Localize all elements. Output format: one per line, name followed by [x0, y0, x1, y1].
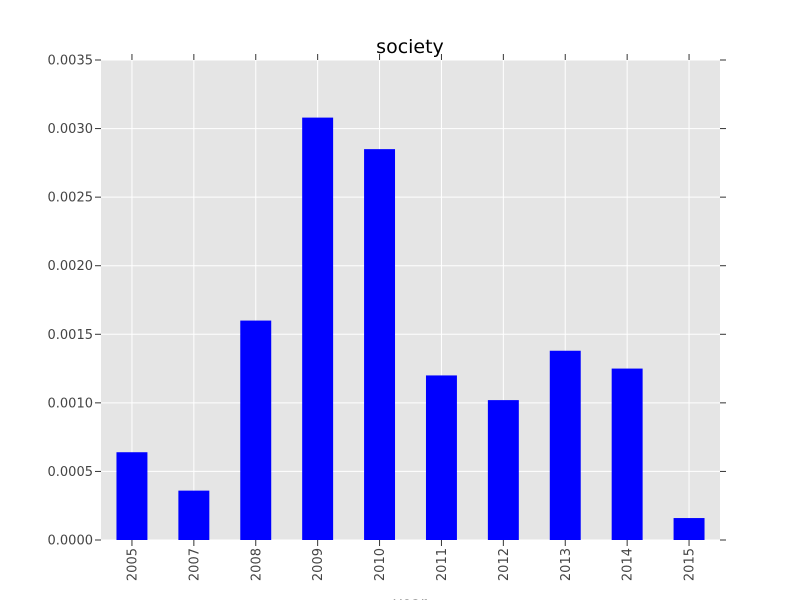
y-tick-label: 0.0010	[48, 396, 94, 411]
bar-2013	[549, 350, 581, 540]
y-tick-label: 0.0000	[48, 534, 94, 549]
x-tick-label: 2010	[373, 548, 388, 581]
x-tick-label: 2014	[621, 548, 636, 581]
chart-title: society	[376, 36, 444, 58]
bar-2015	[673, 518, 705, 540]
tick-labels: 0.0000 0.0005 0.0010 0.0015 0.0020 0.0025 0.00…	[48, 54, 698, 582]
x-tick-label: 2013	[559, 548, 574, 581]
y-tick-label: 0.0005	[48, 465, 94, 480]
bars	[116, 117, 705, 540]
x-tick-label: 2009	[311, 548, 326, 581]
bar-2011	[425, 375, 457, 540]
bar-2007	[178, 490, 210, 540]
y-tick-label: 0.0030	[48, 122, 94, 137]
x-axis-title: year	[393, 594, 427, 600]
bar-2009	[302, 117, 334, 540]
y-tick-label: 0.0035	[48, 54, 94, 69]
x-tick-label: 2015	[683, 548, 698, 581]
x-tick-label: 2012	[497, 548, 512, 581]
y-tick-label: 0.0025	[48, 191, 94, 206]
x-tick-label: 2007	[187, 548, 202, 581]
bar-2005	[116, 452, 148, 540]
bar-2008	[240, 320, 272, 540]
y-tick-label: 0.0020	[48, 259, 94, 274]
bar-2012	[487, 400, 519, 540]
bar-2010	[364, 149, 396, 540]
y-tick-label: 0.0015	[48, 328, 94, 343]
x-tick-label: 2005	[125, 548, 140, 581]
bar-2014	[611, 368, 643, 540]
axis-ticks	[95, 54, 726, 546]
x-tick-label: 2008	[249, 548, 264, 581]
x-tick-label: 2011	[435, 548, 450, 581]
